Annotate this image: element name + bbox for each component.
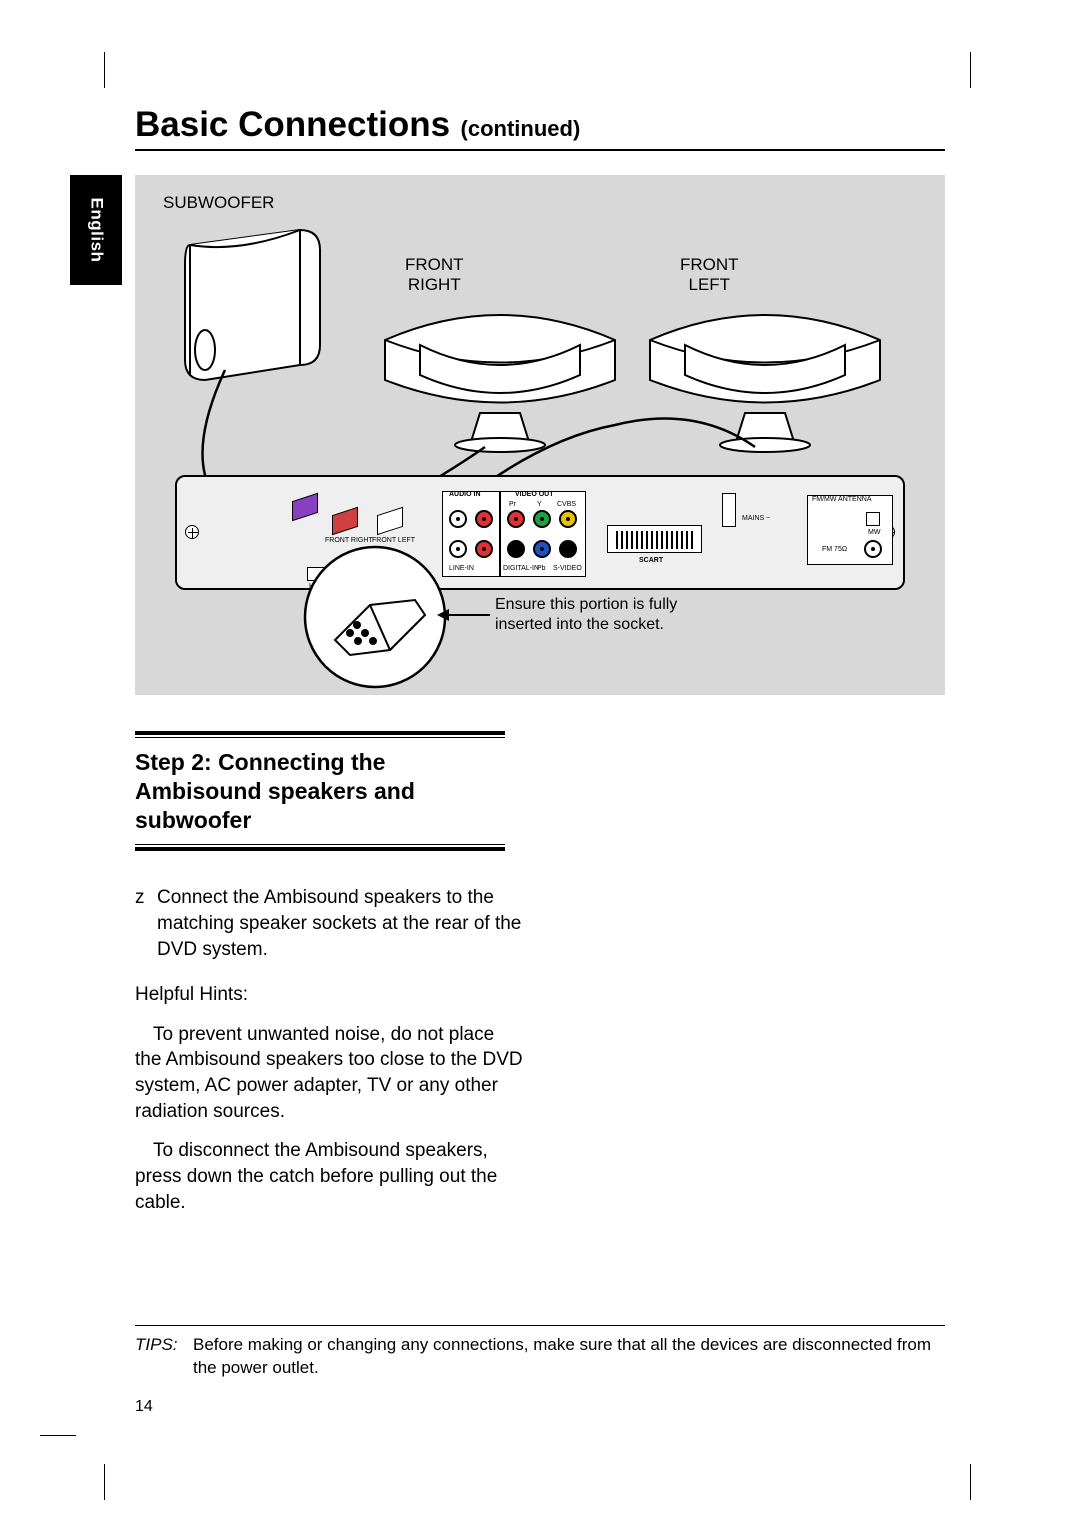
video-out-group: VIDEO OUT Pr Y CVBS DIGITAL-IN Pb S-VIDE…	[500, 491, 586, 577]
screw-icon	[185, 525, 199, 539]
mw-port	[866, 512, 880, 526]
instruction-text: Connect the Ambisound speakers to the ma…	[157, 885, 525, 962]
language-tab: English	[70, 175, 122, 285]
rca-cvbs	[559, 510, 577, 528]
crop-mark	[970, 52, 971, 88]
bullet-mark: z	[135, 885, 157, 976]
fm-port	[864, 540, 882, 558]
page-title: Basic Connections	[135, 105, 450, 144]
crop-mark	[40, 1435, 76, 1436]
tips-row: TIPS: Before making or changing any conn…	[135, 1334, 945, 1380]
page-number: 14	[135, 1398, 945, 1416]
front-right-plug	[332, 507, 358, 535]
insertion-callout-text: Ensure this portion is fully inserted in…	[495, 595, 677, 635]
step-heading-block: Step 2: Connecting the Ambisound speaker…	[135, 731, 505, 851]
hint-1: To prevent unwanted noise, do not place …	[135, 1022, 525, 1125]
rule	[135, 844, 505, 845]
rca-svideo	[559, 540, 577, 558]
label-mains: MAINS ~	[742, 515, 770, 522]
page-content: Basic Connections (continued) SUBWOOFER …	[135, 105, 945, 1416]
body-text: z Connect the Ambisound speakers to the …	[135, 885, 525, 1215]
front-left-plug	[377, 507, 403, 535]
hints-heading: Helpful Hints:	[135, 982, 525, 1008]
label-front-right-sock: FRONT RIGHT	[325, 537, 373, 544]
rca-line-r	[475, 510, 493, 528]
crop-mark	[970, 1464, 971, 1500]
mains-cord	[722, 493, 736, 527]
label-scart: SCART	[639, 557, 663, 564]
crop-mark	[104, 1464, 105, 1500]
rule	[135, 847, 505, 851]
page-title-continued: (continued)	[461, 116, 581, 141]
page-title-row: Basic Connections (continued)	[135, 105, 945, 151]
rca-pr	[507, 510, 525, 528]
rca-line-r2	[475, 540, 493, 558]
tips-text: Before making or changing any connection…	[193, 1334, 945, 1380]
rule	[135, 731, 505, 735]
step-title: Step 2: Connecting the Ambisound speaker…	[135, 748, 505, 834]
crop-mark	[104, 52, 105, 88]
callout-arrow-icon	[435, 605, 495, 625]
tips-rule	[135, 1325, 945, 1326]
subwoofer-plug	[292, 493, 318, 521]
antenna-group: FM/MW ANTENNA MW FM 75Ω	[807, 495, 893, 565]
tips-label: TIPS:	[135, 1334, 193, 1380]
connection-diagram: SUBWOOFER FRONT RIGHT FRONT LEFT	[135, 175, 945, 695]
language-tab-label: English	[86, 198, 106, 263]
rca-y	[533, 510, 551, 528]
rca-digital	[507, 540, 525, 558]
rear-panel: FRONT RIGHT FRONT LEFT HDMI OUT AUDIO IN…	[175, 475, 905, 590]
hint-2: To disconnect the Ambisound speakers, pr…	[135, 1138, 525, 1215]
rule	[135, 737, 505, 738]
scart-port	[607, 525, 702, 553]
rca-pb	[533, 540, 551, 558]
rca-line-l	[449, 510, 467, 528]
label-front-left-sock: FRONT LEFT	[372, 537, 415, 544]
